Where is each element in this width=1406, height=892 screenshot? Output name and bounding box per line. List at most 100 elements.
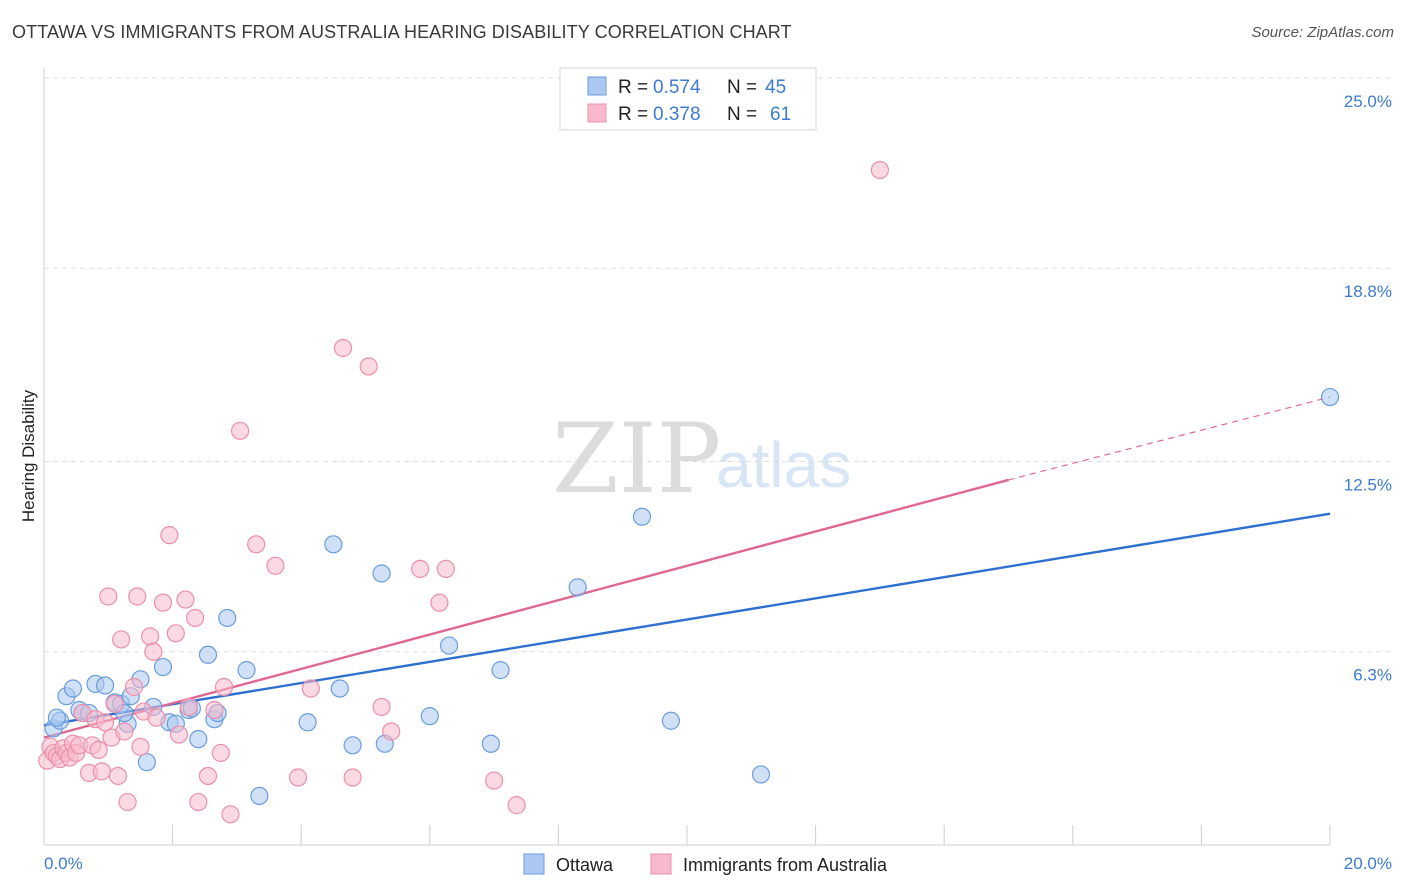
australia-point <box>112 630 131 649</box>
ottawa-point <box>298 713 317 732</box>
legend-r-label-1: R = <box>618 77 648 98</box>
y-tick-label: 18.8% <box>1344 282 1392 301</box>
ottawa-point <box>372 564 391 583</box>
australia-point <box>176 590 195 609</box>
ottawa-point <box>237 661 256 680</box>
ottawa-point <box>198 645 218 664</box>
australia-point <box>95 713 115 732</box>
ottawa-point <box>189 730 208 749</box>
ottawa-point <box>330 679 349 698</box>
australia-point <box>221 805 240 824</box>
australia-point <box>507 796 526 815</box>
australia-point <box>105 694 124 713</box>
y-tick-label: 12.5% <box>1344 476 1392 495</box>
grid-layer <box>44 77 1392 653</box>
australia-point <box>147 708 166 727</box>
ottawa-point <box>47 708 66 727</box>
watermark-zip: ZIP <box>552 403 721 515</box>
australia-point <box>115 722 134 741</box>
australia-trend-extension <box>1008 396 1331 481</box>
australia-point <box>99 587 118 606</box>
legend-n-value-2: 61 <box>770 104 791 125</box>
legend-r-value-1: 0.574 <box>653 77 701 98</box>
ottawa-point <box>491 661 510 680</box>
ottawa-point <box>137 753 156 772</box>
ottawa-point <box>568 578 587 597</box>
ottawa-point <box>439 636 459 655</box>
australia-point <box>870 160 890 180</box>
ottawa-point <box>343 736 362 755</box>
ottawa-point <box>1320 387 1340 407</box>
ottawa-point <box>632 507 652 526</box>
x-tick-label: 20.0% <box>1344 854 1392 873</box>
australia-point <box>372 697 391 717</box>
australia-point <box>382 722 401 741</box>
australia-point <box>485 771 504 790</box>
australia-point <box>179 697 198 717</box>
australia-point <box>430 593 449 612</box>
ottawa-point <box>218 608 237 628</box>
ottawa-point <box>153 657 173 677</box>
legend-swatch-ottawa <box>587 76 607 96</box>
australia-point <box>124 677 144 697</box>
australia-point <box>92 762 111 781</box>
legend-r-value-2: 0.378 <box>653 104 701 125</box>
ottawa-point <box>751 765 771 784</box>
australia-point <box>128 587 147 606</box>
axes-layer: 6.3% 12.5% 18.8% 25.0% 0.0% 20.0% <box>43 68 1392 873</box>
australia-point <box>214 677 234 697</box>
australia-trend-line <box>43 478 1009 739</box>
australia-point <box>333 338 353 358</box>
australia-point <box>247 535 266 554</box>
bottom-legend-swatch-australia <box>650 853 672 875</box>
watermark-atlas: atlas <box>716 429 851 501</box>
australia-point <box>288 768 308 787</box>
australia-point <box>266 556 285 575</box>
australia-point <box>231 421 250 440</box>
australia-point <box>160 526 179 545</box>
australia-point <box>140 627 160 646</box>
y-tick-label: 25.0% <box>1344 92 1392 111</box>
bottom-legend-australia: Immigrants from Australia <box>683 855 888 875</box>
y-tick-label: 6.3% <box>1353 666 1392 685</box>
australia-point <box>205 700 224 720</box>
legend: R = 0.574 N = 45 R = 0.378 N = 61 <box>559 67 817 131</box>
australia-point <box>301 679 320 698</box>
australia-point <box>166 624 185 643</box>
australia-point <box>189 792 208 812</box>
australia-point <box>436 559 455 578</box>
y-axis-title: Hearing Disability <box>19 389 38 522</box>
ottawa-point <box>95 676 115 695</box>
ottawa-trend-line <box>43 512 1331 727</box>
legend-n-value-1: 45 <box>765 77 786 98</box>
ottawa-point <box>324 535 343 554</box>
australia-point <box>169 725 189 744</box>
ottawa-point <box>250 786 269 806</box>
australia-point <box>359 357 378 376</box>
australia-point <box>89 740 108 759</box>
legend-n-label-2: N = <box>727 104 757 125</box>
australia-point <box>343 768 362 787</box>
bottom-legend-ottawa: Ottawa <box>556 855 614 875</box>
points-layer <box>38 160 1340 824</box>
source-label: Source: ZipAtlas.com <box>1251 24 1394 41</box>
legend-n-label-1: N = <box>727 77 757 98</box>
australia-point <box>186 608 205 628</box>
legend-r-label-2: R = <box>618 104 648 125</box>
australia-point <box>131 737 150 756</box>
australia-point <box>118 792 137 812</box>
ottawa-point <box>63 679 83 698</box>
australia-point <box>144 642 163 661</box>
ottawa-point <box>661 711 681 730</box>
australia-point <box>198 766 218 786</box>
australia-point <box>153 593 173 612</box>
bottom-legend: Ottawa Immigrants from Australia <box>523 853 888 875</box>
australia-point <box>411 559 430 578</box>
legend-swatch-australia <box>587 103 607 123</box>
chart-title: OTTAWA VS IMMIGRANTS FROM AUSTRALIA HEAR… <box>12 22 792 42</box>
x-tick-label: 0.0% <box>44 854 83 873</box>
ottawa-point <box>420 707 439 726</box>
ottawa-point <box>481 734 500 753</box>
bottom-legend-swatch-ottawa <box>523 853 545 875</box>
